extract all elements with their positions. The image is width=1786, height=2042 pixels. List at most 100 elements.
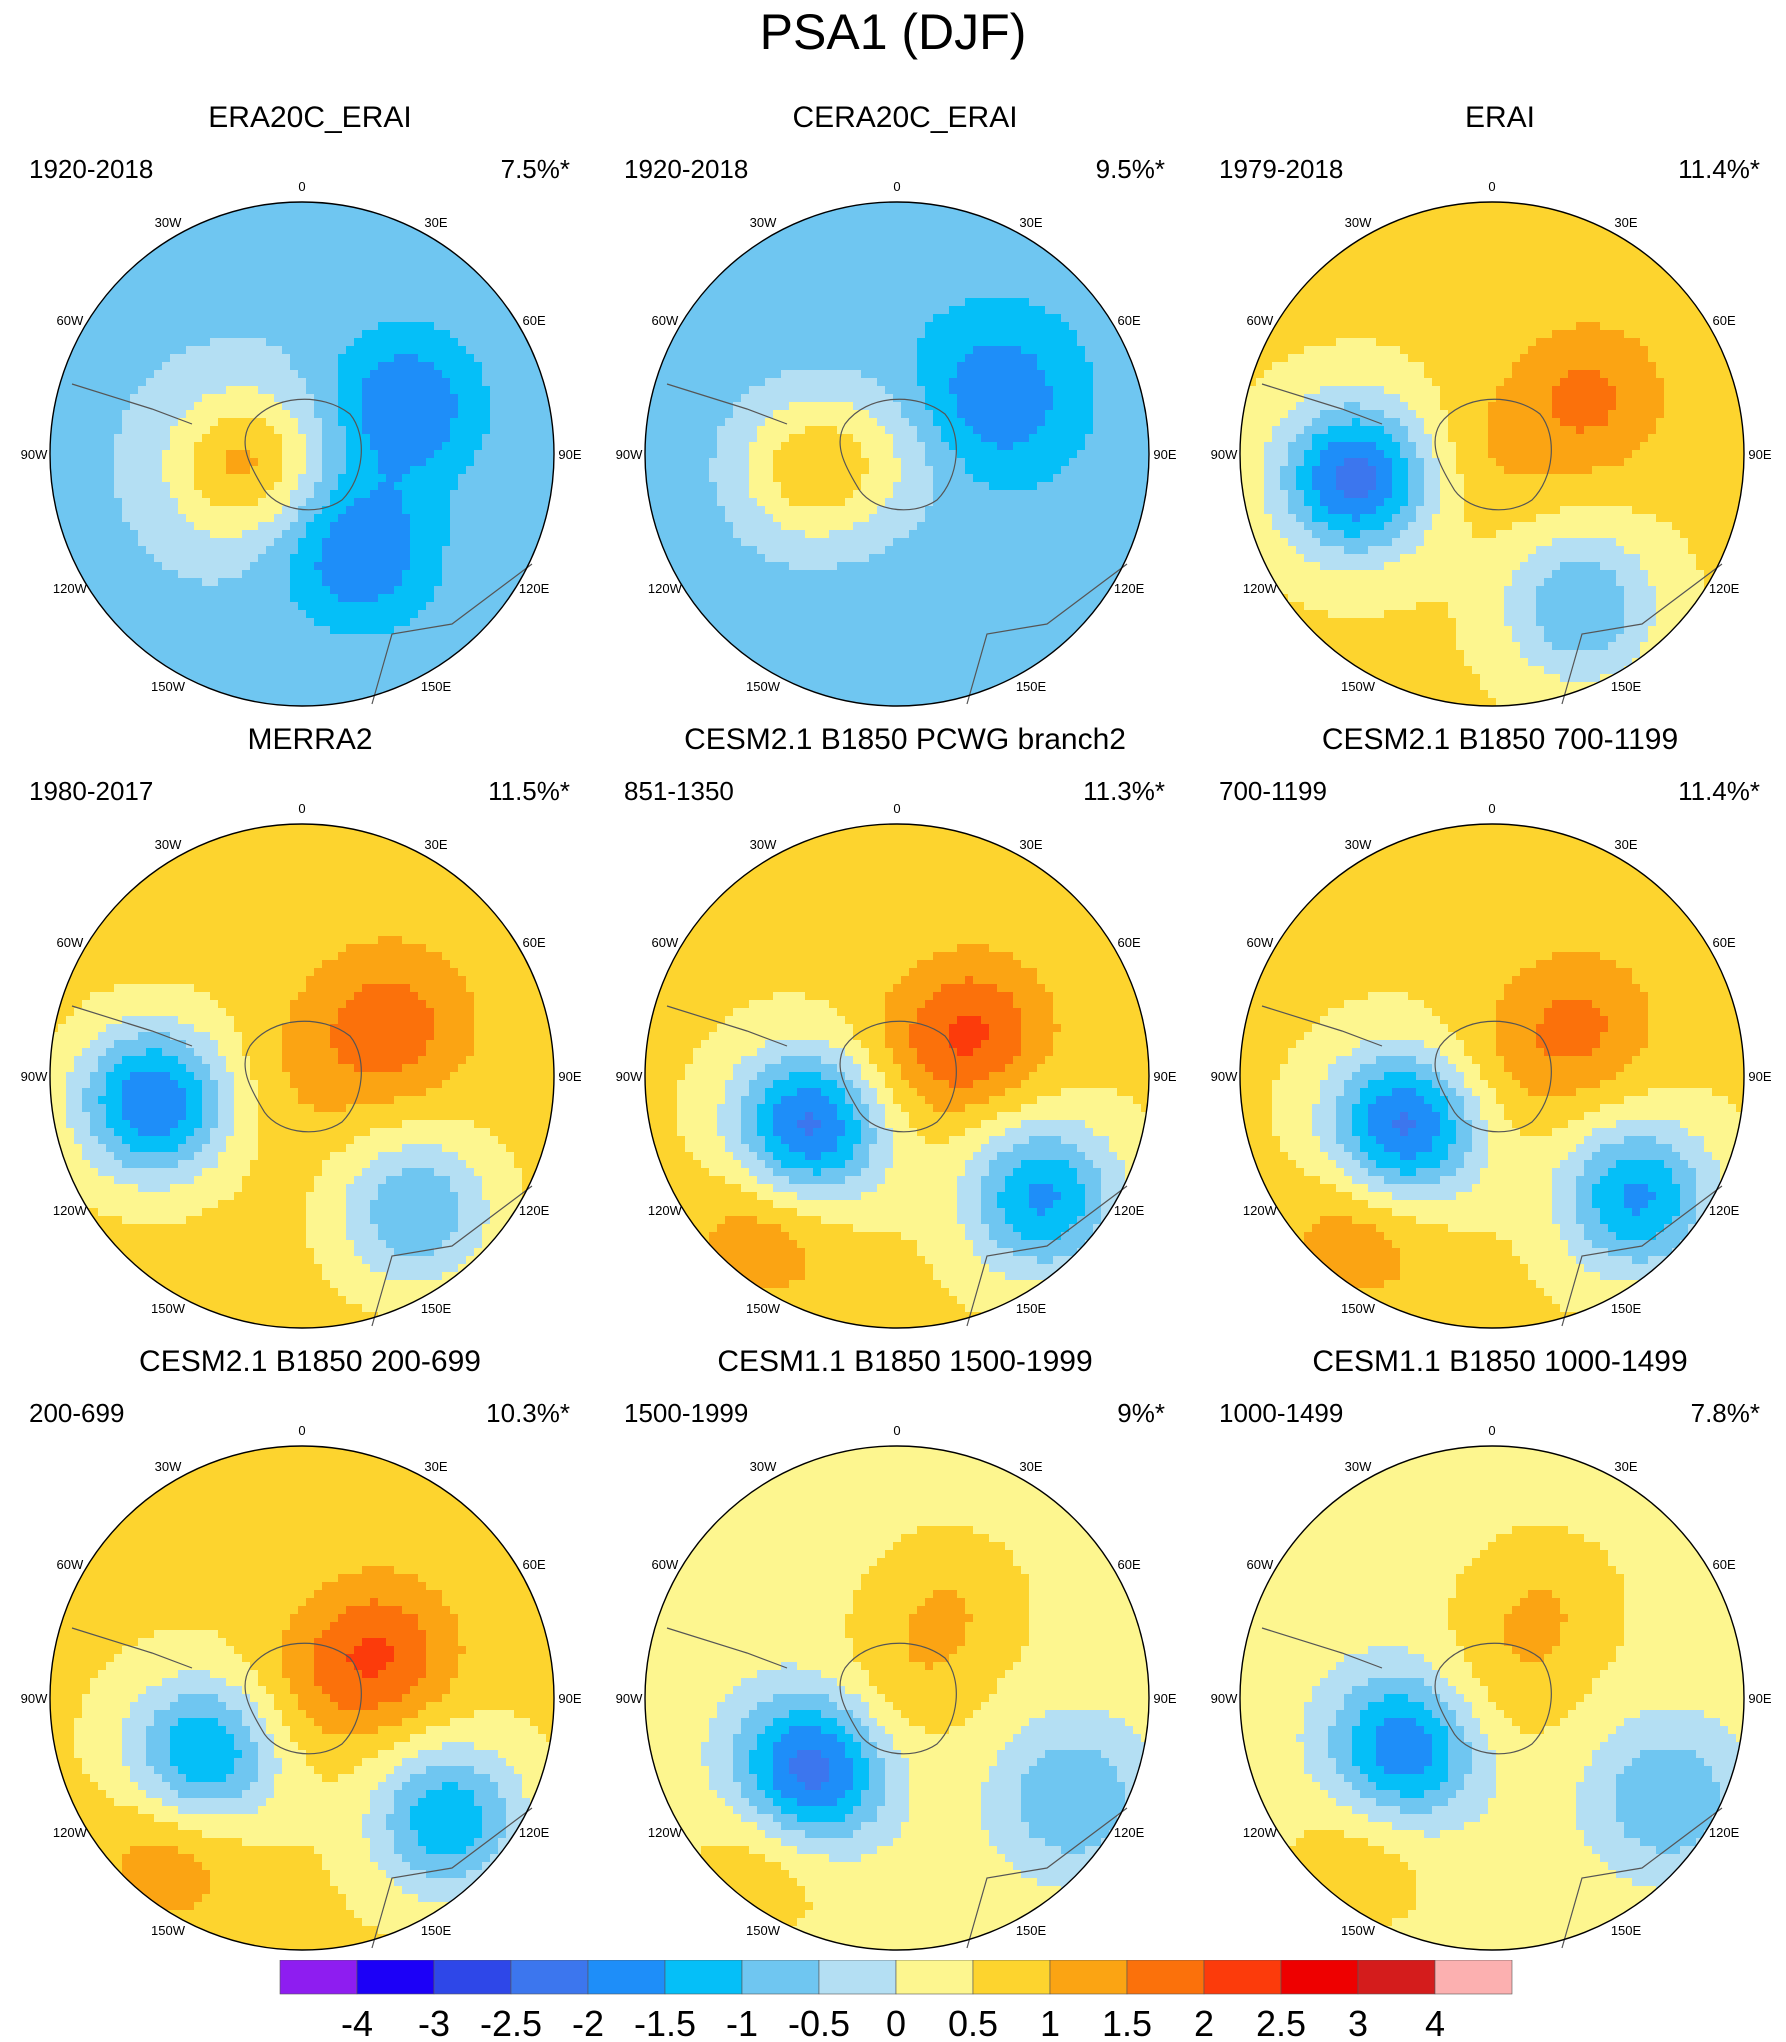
contour-cell	[733, 354, 742, 363]
contour-cell	[98, 370, 107, 379]
contour-cell	[98, 418, 107, 427]
contour-cell	[98, 410, 107, 419]
contour-cell	[685, 346, 694, 355]
contour-cell	[933, 290, 942, 299]
contour-cell	[797, 370, 806, 379]
contour-cell	[1133, 346, 1142, 355]
contour-cell	[234, 282, 243, 291]
contour-cell	[370, 546, 379, 555]
contour-cell	[298, 602, 307, 611]
contour-cell	[138, 530, 147, 539]
contour-cell	[282, 602, 291, 611]
contour-cell	[402, 466, 411, 475]
contour-cell	[434, 250, 443, 259]
contour-cell	[933, 210, 942, 219]
contour-cell	[1061, 354, 1070, 363]
contour-cell	[997, 258, 1006, 267]
contour-cell	[346, 666, 355, 675]
contour-cell	[773, 234, 782, 243]
contour-cell	[170, 650, 179, 659]
contour-cell	[226, 562, 235, 571]
contour-cell	[949, 274, 958, 283]
contour-cell	[709, 322, 718, 331]
contour-cell	[981, 442, 990, 451]
contour-cell	[442, 442, 451, 451]
contour-cell	[354, 370, 363, 379]
contour-cell	[1117, 378, 1126, 387]
contour-cell	[773, 258, 782, 267]
contour-cell	[74, 490, 83, 499]
contour-cell	[941, 402, 950, 411]
contour-cell	[765, 370, 774, 379]
contour-cell	[426, 522, 435, 531]
contour-cell	[957, 418, 966, 427]
contour-cell	[250, 442, 259, 451]
contour-cell	[266, 506, 275, 515]
contour-cell	[58, 458, 67, 467]
contour-cell	[1141, 378, 1149, 387]
contour-cell	[130, 386, 139, 395]
contour-cell	[330, 530, 339, 539]
contour-cell	[949, 234, 958, 243]
contour-cell	[450, 242, 459, 251]
contour-cell	[522, 466, 531, 475]
contour-cell	[1069, 346, 1078, 355]
contour-cell	[226, 314, 235, 323]
contour-cell	[781, 410, 790, 419]
contour-cell	[122, 626, 131, 635]
contour-cell	[170, 418, 179, 427]
contour-cell	[877, 386, 886, 395]
contour-cell	[266, 290, 275, 299]
contour-cell	[893, 202, 902, 211]
contour-cell	[965, 258, 974, 267]
contour-cell	[522, 458, 531, 467]
contour-cell	[394, 570, 403, 579]
contour-cell	[290, 538, 299, 547]
contour-cell	[402, 650, 411, 659]
contour-cell	[370, 226, 379, 235]
contour-cell	[130, 442, 139, 451]
contour-cell	[306, 490, 315, 499]
contour-cell	[290, 490, 299, 499]
contour-cell	[709, 330, 718, 339]
contour-cell	[202, 642, 211, 651]
contour-cell	[773, 362, 782, 371]
contour-cell	[901, 418, 910, 427]
contour-cell	[290, 698, 299, 706]
contour-cell	[82, 322, 91, 331]
contour-cell	[1021, 298, 1030, 307]
contour-cell	[378, 698, 387, 706]
contour-cell	[378, 402, 387, 411]
contour-cell	[757, 242, 766, 251]
contour-cell	[685, 354, 694, 363]
contour-cell	[210, 226, 219, 235]
contour-cell	[538, 482, 547, 491]
contour-cell	[709, 402, 718, 411]
contour-cell	[194, 298, 203, 307]
contour-cell	[210, 314, 219, 323]
contour-cell	[522, 394, 531, 403]
contour-cell	[298, 378, 307, 387]
contour-cell	[306, 266, 315, 275]
contour-cell	[941, 218, 950, 227]
contour-cell	[250, 362, 259, 371]
contour-cell	[314, 258, 323, 267]
contour-cell	[893, 362, 902, 371]
contour-cell	[530, 466, 539, 475]
contour-cell	[717, 386, 726, 395]
contour-cell	[530, 386, 539, 395]
contour-cell	[290, 570, 299, 579]
contour-cell	[338, 202, 347, 211]
contour-cell	[546, 418, 554, 427]
contour-cell	[138, 546, 147, 555]
contour-cell	[813, 426, 822, 435]
contour-cell	[458, 330, 467, 339]
contour-cell	[1005, 258, 1014, 267]
contour-cell	[330, 482, 339, 491]
contour-cell	[981, 386, 990, 395]
contour-cell	[130, 530, 139, 539]
contour-cell	[122, 306, 131, 315]
contour-cell	[210, 490, 219, 499]
contour-cell	[1093, 426, 1102, 435]
longitude-label: 120W	[53, 581, 88, 596]
